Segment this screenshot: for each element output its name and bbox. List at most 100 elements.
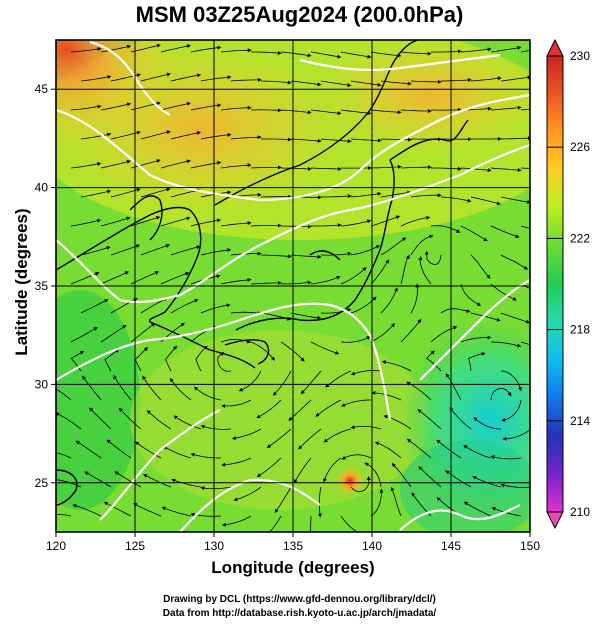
streamline: [56, 452, 72, 459]
streamline: [520, 167, 530, 169]
coastlines: [56, 40, 469, 506]
streamline: [374, 441, 402, 459]
y-tick-labels: 25 30 35 40 45: [35, 82, 56, 490]
streamline: [143, 474, 172, 488]
streamline: [293, 457, 312, 484]
streamline: [321, 194, 352, 199]
streamline: [531, 371, 534, 399]
colorbar-bottom-triangle: [546, 511, 564, 530]
y-tick-label: 45: [35, 82, 49, 96]
streamline: [70, 327, 98, 343]
streamline: [350, 138, 382, 143]
streamline: [75, 440, 102, 459]
streamline: [340, 515, 358, 532]
streamline: [190, 452, 221, 459]
streamline: [490, 341, 522, 348]
x-tick-label: 150: [520, 539, 540, 553]
streamline: [220, 163, 252, 169]
streamline: [500, 196, 530, 204]
streamline: [350, 80, 382, 87]
streamline: [146, 410, 172, 430]
streamline: [110, 244, 141, 256]
streamline: [104, 348, 120, 372]
streamline: [221, 399, 252, 408]
streamline: [491, 507, 522, 517]
streamline: [325, 370, 352, 388]
streamline: [460, 167, 492, 173]
streamline: [490, 105, 522, 111]
colorbar-body: [546, 55, 564, 513]
streamline: [70, 218, 102, 227]
x-tick-label: 130: [204, 539, 224, 553]
streamline: [170, 73, 202, 82]
streamline: [400, 51, 432, 56]
streamline: [520, 50, 530, 53]
streamline: [134, 347, 149, 372]
streamline: [370, 323, 396, 343]
isotherm-contours: [56, 40, 530, 532]
streamline: [173, 415, 202, 430]
y-tick-label: 40: [35, 181, 49, 195]
streamline: [72, 503, 102, 517]
streamline: [56, 412, 82, 430]
streamline: [160, 272, 190, 285]
streamline: [370, 51, 402, 58]
streamline: [310, 275, 341, 285]
streamline: [380, 190, 412, 198]
streamline: [473, 417, 502, 430]
streamline: [100, 216, 131, 227]
streamline: [290, 80, 322, 87]
streamline: [460, 335, 492, 343]
streamline: [160, 159, 191, 169]
streamline: [500, 370, 522, 392]
streamline: [310, 166, 342, 171]
streamline: [169, 377, 192, 401]
streamline: [230, 135, 262, 140]
streamline: [160, 44, 192, 53]
x-tick-label: 125: [125, 539, 145, 553]
streamline: [200, 486, 232, 491]
streamline: [130, 43, 161, 53]
streamline: [200, 75, 232, 82]
streamline: [221, 457, 252, 467]
streamline: [449, 407, 472, 430]
streamline: [233, 486, 262, 502]
streamline: [140, 244, 170, 256]
streamline: [250, 165, 282, 170]
streamline: [113, 374, 132, 401]
streamline: [160, 216, 191, 227]
streamline: [200, 424, 232, 430]
streamline: [80, 75, 112, 82]
streamline: [220, 277, 252, 285]
lat-lon-grid: [56, 40, 530, 532]
streamline: [190, 103, 222, 111]
streamline: [380, 287, 398, 314]
streamline: [200, 248, 232, 256]
streamline: [460, 47, 492, 53]
streamline: [340, 219, 372, 227]
streamline: [134, 441, 162, 459]
streamline: [370, 164, 402, 169]
streamline: [260, 254, 292, 259]
streamline: [142, 375, 162, 401]
streamline: [280, 109, 312, 115]
streamline: [445, 373, 462, 401]
streamline: [56, 388, 72, 401]
streamline: [140, 72, 171, 82]
streamline: [370, 215, 401, 227]
streamline: [256, 457, 282, 477]
streamline: [100, 271, 130, 285]
streamline: [410, 234, 434, 256]
streamline: [340, 109, 372, 116]
streamline: [200, 132, 232, 140]
streamline: [400, 254, 410, 285]
streamline: [162, 446, 192, 459]
streamline: [290, 312, 322, 320]
streamline: [490, 283, 517, 301]
streamline: [261, 137, 292, 142]
drawing-credit: Drawing by DCL (https://www.gfd-dennou.o…: [163, 594, 436, 605]
streamline: [290, 254, 322, 259]
streamline: [400, 318, 422, 343]
streamline: [320, 80, 352, 88]
streamline: [100, 102, 132, 111]
